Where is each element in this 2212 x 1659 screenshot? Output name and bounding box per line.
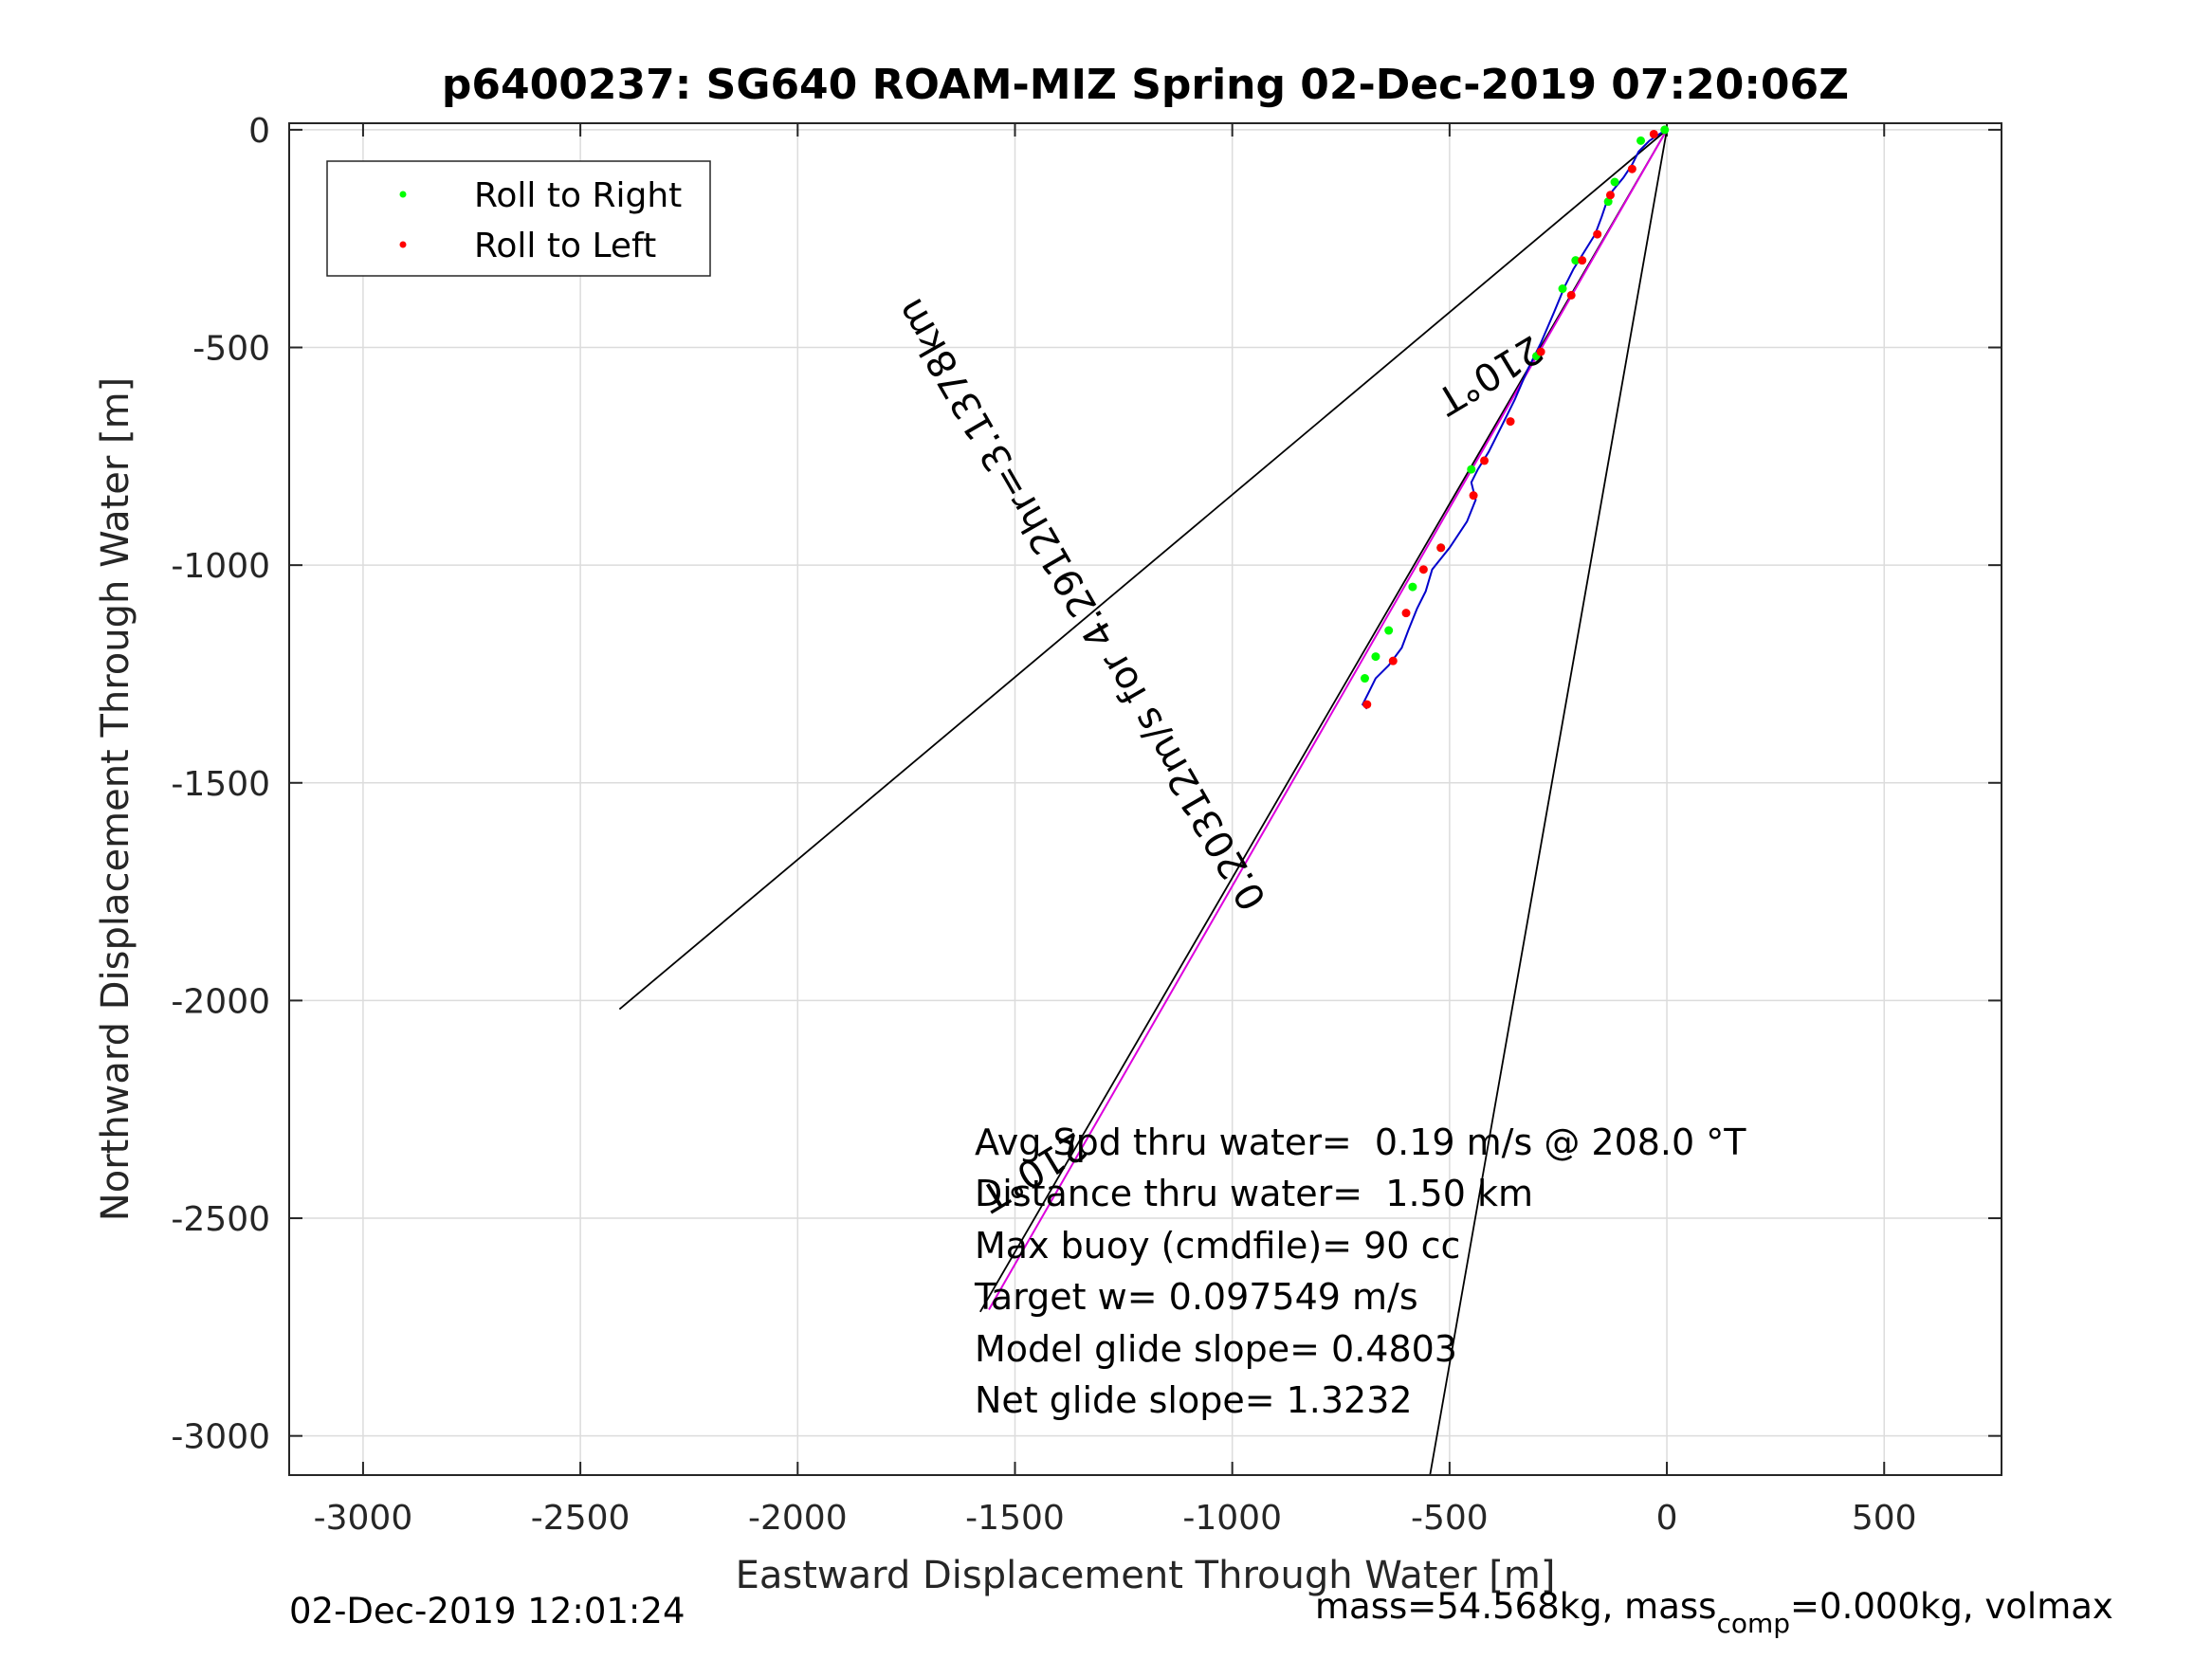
legend-label-roll-right: Roll to Right <box>474 176 682 215</box>
tick-labels: -3000 -2500 -2000 -1500 -1000 -500 0 500 0 -500 -1… <box>171 112 1916 1538</box>
y-tick-label: -1500 <box>171 765 270 804</box>
roll-left-point <box>1593 229 1602 239</box>
legend: Roll to Right Roll to Left <box>326 160 711 277</box>
roll-right-point <box>1636 136 1646 145</box>
legend-label-roll-left: Roll to Left <box>474 227 656 265</box>
y-tick-label: -500 <box>192 330 270 369</box>
roll-right-point <box>1408 582 1417 592</box>
roll-left-point <box>1418 565 1428 574</box>
roll-left-point <box>1436 543 1446 553</box>
y-tick-label: -3000 <box>171 1418 270 1457</box>
y-tick-label: -1000 <box>171 547 270 586</box>
roll-left-point <box>1388 656 1398 665</box>
roll-right-point <box>1558 284 1567 294</box>
roll-right-point <box>1360 674 1369 684</box>
stat-distance: Distance thru water= 1.50 km <box>975 1173 1533 1214</box>
roll-left-point <box>1469 491 1478 501</box>
stat-net-glide: Net glide slope= 1.3232 <box>975 1379 1413 1421</box>
stats-block: Avg Spd thru water= 0.19 m/s @ 208.0 °T … <box>974 1121 1746 1421</box>
chart-title: p6400237: SG640 ROAM-MIZ Spring 02-Dec-2… <box>442 61 1849 109</box>
reference-line <box>979 129 1668 1313</box>
fit-line <box>988 129 1668 1310</box>
x-tick-label: -2500 <box>531 1499 631 1538</box>
stat-avg-speed: Avg Spd thru water= 0.19 m/s @ 208.0 °T <box>975 1121 1746 1163</box>
roll-left-point <box>1506 417 1515 427</box>
legend-marker-roll-left <box>399 241 407 248</box>
roll-left-point <box>1401 609 1411 618</box>
footer-mass-rest: =0.000kg, volmax <box>1790 1586 2113 1627</box>
x-tick-label: -500 <box>1411 1499 1489 1538</box>
roll-left-point <box>1605 191 1615 200</box>
plot-frame <box>288 122 2002 1476</box>
roll-left-point <box>1566 290 1576 300</box>
plot-marks <box>618 125 1670 1475</box>
footer-mass-sub: comp <box>1716 1608 1790 1639</box>
timestamp: 02-Dec-2019 12:01:24 <box>289 1591 685 1632</box>
x-tick-label: -1000 <box>1182 1499 1282 1538</box>
y-tick-label: -2000 <box>171 982 270 1021</box>
roll-left-point <box>1536 347 1545 356</box>
roll-right-point <box>1371 652 1380 662</box>
roll-right-point <box>1384 626 1394 635</box>
roll-left-point <box>1649 129 1658 138</box>
x-axis-label: Eastward Displacement Through Water [m] <box>736 1554 1556 1597</box>
legend-marker-roll-right <box>399 191 407 198</box>
plot-area <box>289 123 2002 1475</box>
stat-max-buoy: Max buoy (cmdfile)= 90 cc <box>975 1225 1460 1267</box>
stat-model-glide: Model glide slope= 0.4803 <box>975 1328 1457 1370</box>
legend-box <box>326 160 711 277</box>
y-tick-label: 0 <box>248 112 270 151</box>
x-tick-label: -1500 <box>965 1499 1065 1538</box>
roll-left-point <box>1362 700 1372 709</box>
x-tick-label: 500 <box>1852 1499 1917 1538</box>
roll-right-point <box>1660 125 1670 135</box>
y-axis-label: Northward Displacement Through Water [m] <box>94 377 137 1221</box>
reference-line <box>618 129 1668 1011</box>
x-tick-label: -2000 <box>748 1499 848 1538</box>
footer-mass: mass=54.568kg, masscomp=0.000kg, volmax <box>1315 1586 2113 1639</box>
roll-right-point <box>1610 177 1619 187</box>
roll-left-point <box>1627 164 1636 173</box>
reference-line <box>1429 129 1668 1475</box>
y-tick-label: -2500 <box>171 1200 270 1239</box>
footer-mass-main: mass=54.568kg, mass <box>1315 1586 1716 1627</box>
roll-left-point <box>1480 456 1490 465</box>
grid-lines <box>289 123 2002 1475</box>
roll-right-point <box>1603 197 1613 207</box>
x-tick-label: 0 <box>1656 1499 1678 1538</box>
roll-left-point <box>1578 256 1587 265</box>
stat-target-w: Target w= 0.097549 m/s <box>974 1276 1418 1318</box>
x-tick-label: -3000 <box>314 1499 413 1538</box>
roll-right-point <box>1571 256 1581 265</box>
roll-right-point <box>1467 465 1476 474</box>
